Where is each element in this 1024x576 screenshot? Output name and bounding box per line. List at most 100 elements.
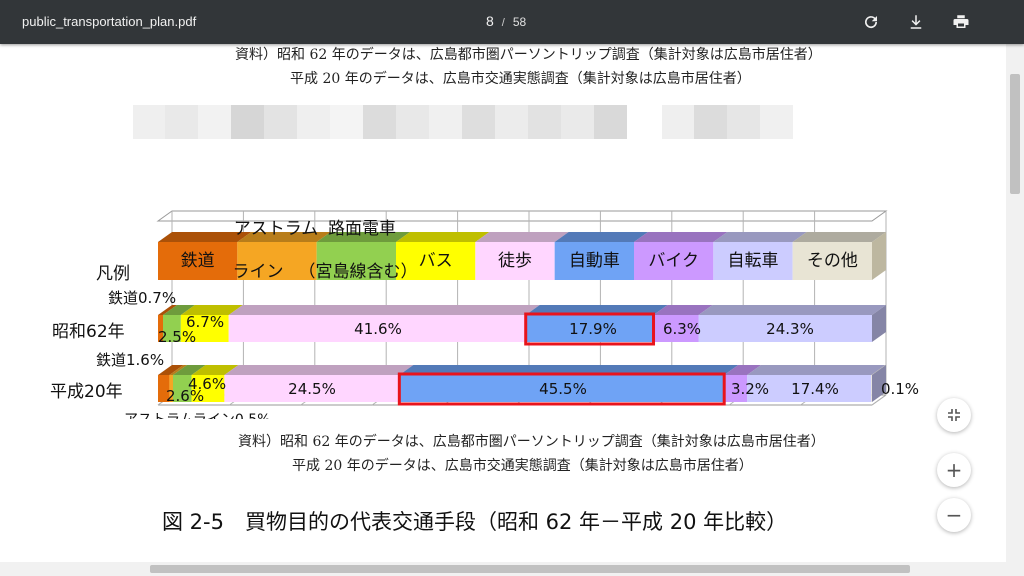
highlight-box	[524, 312, 656, 346]
legend-swatch	[237, 242, 317, 280]
print-icon	[953, 15, 969, 28]
legend-label: その他	[807, 251, 858, 271]
data-label: 鉄道0.7%	[108, 289, 176, 307]
legend-swatch-top	[396, 232, 490, 242]
row-0-side	[872, 305, 886, 342]
source-note-bottom-2: 平成 20 年のデータは、広島市交通実態調査（集計対象は広島市居住者）	[292, 458, 753, 474]
highlight-box	[397, 372, 726, 406]
legend-swatch	[475, 242, 555, 280]
fit-page-icon	[948, 409, 960, 421]
row-0-bar	[180, 315, 229, 342]
fit-page-button[interactable]	[937, 398, 971, 432]
row-0-bar	[698, 315, 872, 342]
row-0-top	[158, 305, 177, 315]
legend-label: アストラム	[234, 219, 319, 239]
download-button[interactable]	[904, 10, 928, 34]
gridline-floor	[871, 394, 887, 406]
source-note-top-1: 資料）昭和 62 年のデータは、広島都市圏パーソントリップ調査（集計対象は広島市…	[235, 47, 822, 63]
row-1-top	[158, 365, 184, 375]
legend-swatch	[792, 242, 872, 280]
horizontal-scroll-thumb[interactable]	[150, 565, 910, 573]
legend-label: 自転車	[728, 251, 779, 271]
legend-label: 自動車	[569, 251, 620, 271]
row-0-bar	[158, 315, 163, 342]
pdf-page: 資料）昭和 62 年のデータは、広島都市圏パーソントリップ調査（集計対象は広島市…	[0, 44, 1006, 562]
category-label: 平成20年	[50, 382, 123, 402]
vertical-scroll-thumb[interactable]	[1010, 74, 1020, 194]
legend-swatch	[713, 242, 793, 280]
legend-label: 鉄道	[181, 251, 215, 271]
legend-swatch	[554, 242, 634, 280]
print-button[interactable]	[949, 10, 973, 34]
legend-swatch-top	[316, 232, 410, 242]
row-0-top	[698, 305, 886, 315]
row-1-side	[872, 365, 886, 402]
horizontal-scrollbar[interactable]	[0, 562, 1024, 576]
row-1-top	[172, 365, 206, 375]
row-1-bar	[724, 375, 748, 402]
file-name: public_transportation_plan.pdf	[22, 14, 197, 29]
pdf-toolbar: public_transportation_plan.pdf 8 / 58	[0, 0, 1024, 44]
data-label: 2.6%	[166, 387, 204, 405]
zoom-out-button[interactable]: −	[937, 498, 971, 532]
data-label: 6.3%	[663, 320, 701, 338]
row-1-bar	[399, 375, 725, 402]
row-0-bar	[228, 315, 526, 342]
data-label: 2.5%	[158, 328, 196, 346]
row-0-top	[653, 305, 713, 315]
current-page-input[interactable]: 8	[486, 13, 494, 29]
legend-title: 凡例	[96, 264, 130, 284]
row-1-top	[724, 365, 762, 375]
row-1-top	[191, 365, 239, 375]
legend-swatch	[396, 242, 476, 280]
legend-swatch-top	[713, 232, 807, 242]
data-label: 24.5%	[288, 380, 336, 398]
row-1-bar	[747, 375, 872, 402]
page-separator: /	[501, 17, 505, 29]
zoom-in-button[interactable]: +	[937, 453, 971, 487]
data-label: 6.7%	[186, 313, 224, 331]
data-label: 鉄道1.6%	[96, 351, 164, 369]
row-0-top	[162, 305, 195, 315]
rotate-icon	[865, 16, 878, 29]
transport-mode-chart: 0%10%20%30%40%50%60%70%80%90%100%鉄道バス徒歩自…	[50, 210, 919, 419]
row-0-top	[180, 305, 243, 315]
row-1-top	[169, 365, 187, 375]
row-1-bar	[172, 375, 192, 402]
legend-swatch	[158, 242, 238, 280]
data-label: 4.6%	[188, 375, 226, 393]
source-note-bottom-1: 資料）昭和 62 年のデータは、広島都市圏パーソントリップ調査（集計対象は広島市…	[238, 434, 825, 450]
data-label: 24.3%	[766, 320, 814, 338]
legend-label: バイク	[648, 251, 699, 271]
row-0-bar	[162, 315, 181, 342]
rotate-button[interactable]	[859, 10, 883, 34]
row-1-top	[224, 365, 414, 375]
row-1-bar	[871, 375, 872, 402]
legend-swatch-top	[237, 232, 331, 242]
legend-label: 路面電車	[328, 219, 396, 239]
row-1-bar	[158, 375, 170, 402]
legend-swatch-top	[475, 232, 569, 242]
data-label: 3.2%	[731, 380, 769, 398]
legend-swatch-top	[158, 232, 252, 242]
data-label: アストラムライン0.5%	[124, 412, 270, 419]
page-indicator: 8 / 58	[486, 13, 526, 29]
source-note-top-2: 平成 20 年のデータは、広島市交通実態調査（集計対象は広島市居住者）	[290, 71, 751, 87]
figure-caption: 図 2-5 買物目的の代表交通手段（昭和 62 年－平成 20 年比較）	[162, 510, 788, 534]
legend-label: バス	[419, 251, 453, 271]
download-icon	[910, 15, 922, 29]
legend-label: ライン	[233, 262, 284, 282]
data-label: 0.1%	[881, 380, 919, 398]
row-1-top	[747, 365, 886, 375]
row-1-bar	[191, 375, 225, 402]
legend-swatch	[316, 242, 396, 280]
legend-swatch-top	[554, 232, 648, 242]
legend-label: （宮島線含む）	[299, 262, 418, 282]
row-0-bar	[653, 315, 699, 342]
legend-swatch	[634, 242, 714, 280]
legend-label: 徒歩	[498, 251, 532, 271]
data-label: 41.6%	[354, 320, 402, 338]
row-1-bar	[169, 375, 173, 402]
row-1-bar	[224, 375, 400, 402]
vertical-scrollbar[interactable]	[1006, 44, 1024, 562]
